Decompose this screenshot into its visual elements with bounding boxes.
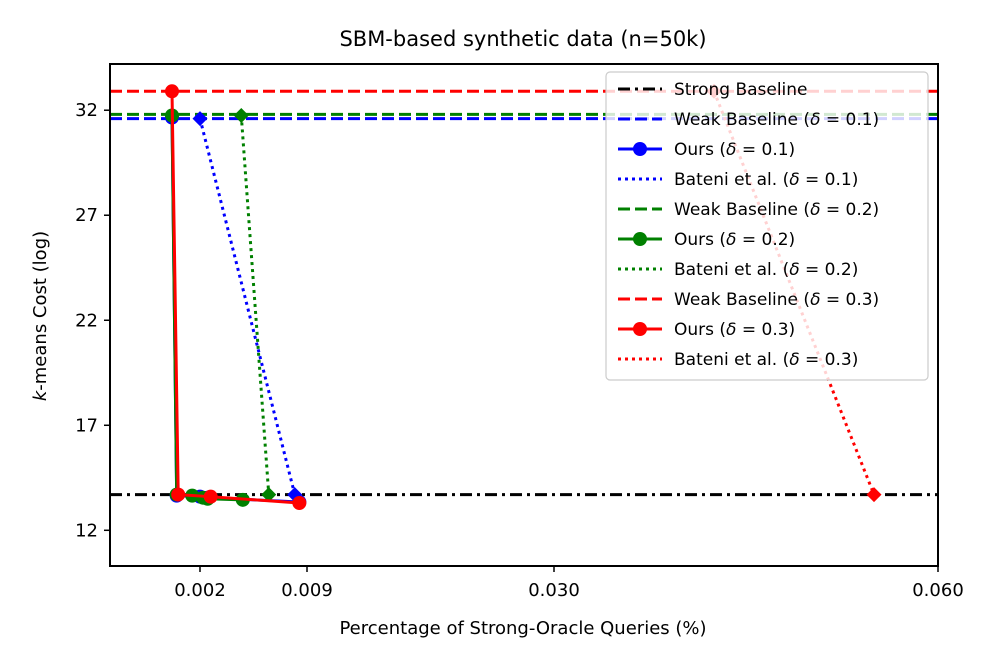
axes-frame	[109, 63, 939, 567]
legend-marker	[633, 232, 647, 246]
series-line-ours-0-2	[170, 115, 243, 502]
legend-label: Weak Baseline (δ = 0.2)	[674, 200, 879, 220]
y-tick-label: 22	[75, 310, 98, 331]
legend-marker	[633, 142, 647, 156]
point-ours-0-3-0	[165, 84, 179, 99]
point-ours-0-3-2	[203, 489, 218, 504]
axes: 0.002 0.009 0.030 0.060 12 17 22 27 32	[75, 63, 964, 601]
x-axis-label: Percentage of Strong-Oracle Queries (%)	[339, 618, 706, 639]
x-tick-label: 0.060	[912, 580, 964, 601]
y-axis-label: k-means Cost (log)	[30, 231, 51, 401]
y-tick-label: 12	[75, 520, 98, 541]
legend-label: Ours (δ = 0.2)	[674, 230, 795, 250]
chart-title: SBM-based synthetic data (n=50k)	[339, 27, 706, 51]
y-tick-label: 17	[75, 415, 98, 436]
point-bateni-et-al-0-1-0	[192, 111, 208, 127]
series-line-bateni-et-al-0-2	[239, 115, 271, 495]
legend-label: Bateni et al. (δ = 0.1)	[674, 170, 858, 190]
x-tick-label: 0.030	[528, 580, 580, 601]
y-tick-label: 32	[75, 100, 98, 121]
legend: Strong Baseline Weak Baseline (δ = 0.1) Ou…	[605, 71, 929, 381]
point-bateni-et-al-0-2-0	[233, 107, 249, 123]
series-line-ours-0-1	[170, 117, 300, 504]
point-bateni-et-al-0-2-1	[261, 487, 277, 503]
legend-label: Bateni et al. (δ = 0.3)	[674, 350, 858, 370]
point-bateni-et-al-0-3-1	[866, 487, 882, 503]
series-line-ours-0-3	[170, 91, 300, 505]
legend-label: Ours (δ = 0.3)	[674, 320, 795, 340]
x-tick-label: 0.002	[174, 580, 226, 601]
point-ours-0-3-1	[171, 487, 186, 502]
legend-label: Bateni et al. (δ = 0.2)	[674, 260, 858, 280]
legend-label: Weak Baseline (δ = 0.1)	[674, 110, 879, 130]
x-tick-label: 0.009	[281, 580, 333, 601]
point-ours-0-3-3	[292, 495, 307, 510]
legend-label: Weak Baseline (δ = 0.3)	[674, 290, 879, 310]
legend-box	[605, 71, 929, 381]
y-tick-label: 27	[75, 205, 98, 226]
legend-label: Ours (δ = 0.1)	[674, 140, 795, 160]
legend-label: Strong Baseline	[674, 80, 808, 100]
legend-marker	[633, 322, 647, 336]
series-line-bateni-et-al-0-1	[198, 118, 297, 495]
